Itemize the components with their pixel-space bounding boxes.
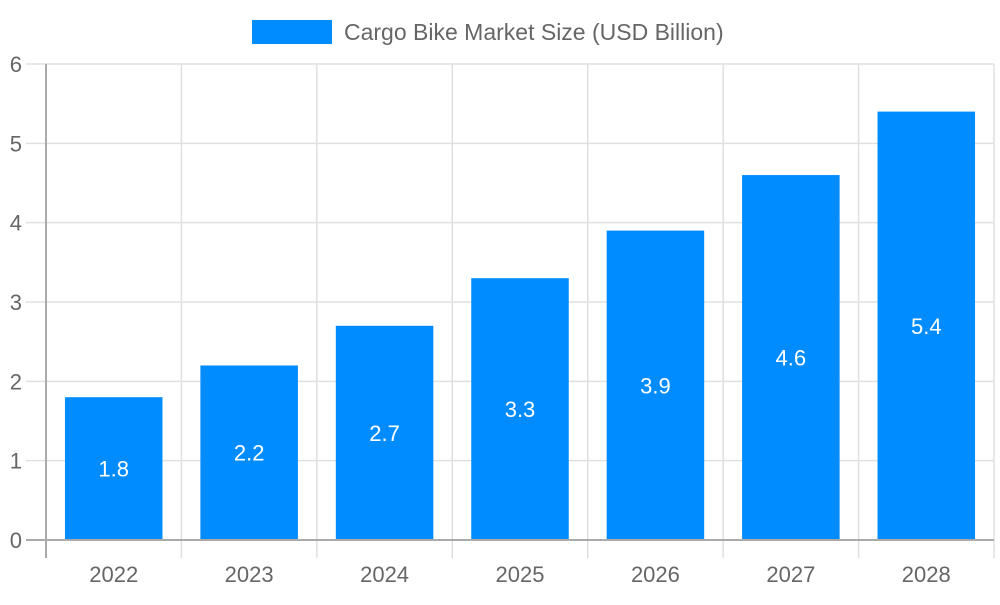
axes: 0 1 2 3 4 5 6 2022 2023 2024 2025 2026 2027 2028 [10, 52, 994, 587]
data-label: 2.7 [369, 421, 400, 446]
data-label: 5.4 [911, 314, 942, 339]
y-tick-label: 5 [10, 131, 22, 156]
bar [200, 365, 298, 540]
y-tick-label: 2 [10, 369, 22, 394]
x-tick-label: 2027 [766, 562, 815, 587]
x-tick-label: 2025 [496, 562, 545, 587]
y-tick-label: 3 [10, 290, 22, 315]
x-tick-label: 2023 [225, 562, 274, 587]
y-tick-label: 0 [10, 528, 22, 553]
data-label: 1.8 [98, 457, 129, 482]
data-label: 4.6 [776, 346, 807, 371]
bar [606, 230, 705, 540]
legend-swatch[interactable] [252, 20, 332, 44]
x-tick-label: 2024 [360, 562, 409, 587]
legend[interactable]: Cargo Bike Market Size (USD Billion) [252, 19, 724, 45]
x-tick-label: 2028 [902, 562, 951, 587]
bar [64, 397, 163, 540]
y-tick-label: 1 [10, 449, 22, 474]
data-label: 2.2 [234, 441, 265, 466]
y-tick-label: 4 [10, 211, 22, 236]
x-tick-label: 2026 [631, 562, 680, 587]
data-label: 3.9 [640, 373, 671, 398]
bars: 1.8 2.2 2.7 3.3 3.9 4.6 5.4 [64, 111, 976, 541]
bar [877, 111, 976, 540]
bar [471, 278, 569, 540]
legend-label[interactable]: Cargo Bike Market Size (USD Billion) [344, 19, 724, 45]
grid [26, 63, 995, 558]
y-tick-label: 6 [10, 52, 22, 77]
data-label: 3.3 [505, 397, 536, 422]
x-tick-label: 2022 [89, 562, 138, 587]
bar [742, 175, 840, 541]
bar [335, 325, 434, 540]
